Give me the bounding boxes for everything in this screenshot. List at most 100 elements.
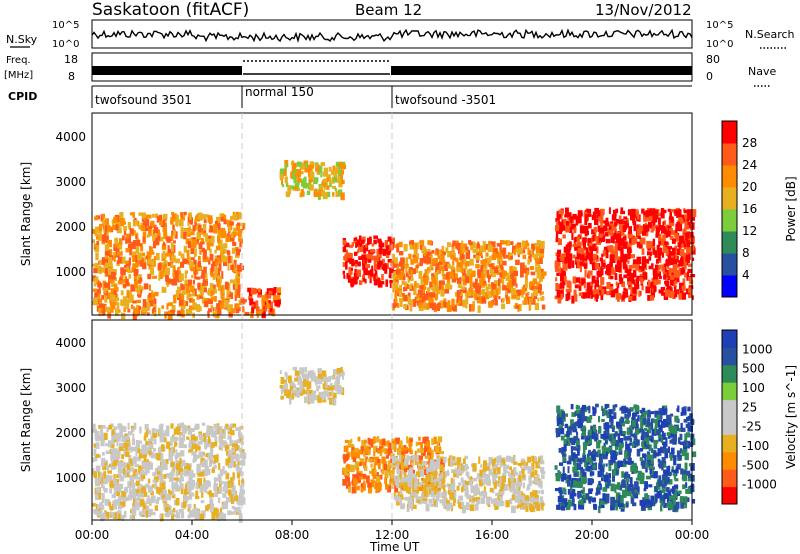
freq-band-right: [391, 66, 692, 75]
velocity-cell: [113, 506, 118, 510]
velocity-cell: [499, 479, 503, 486]
velocity-cell: [139, 478, 144, 482]
power-cell: [232, 214, 238, 220]
power-cell: [561, 220, 565, 227]
power-cell: [185, 285, 190, 291]
power-cell: [418, 296, 422, 301]
velocity-cell: [192, 508, 196, 515]
power-cell: [142, 235, 145, 242]
power-cell: [360, 239, 365, 244]
power-cell: [676, 223, 681, 231]
velocity-cell: [163, 474, 167, 479]
power-cell: [464, 289, 468, 297]
velocity-cell: [302, 386, 305, 391]
power-cell: [196, 276, 201, 280]
power-cell: [578, 244, 581, 250]
power-cell: [557, 249, 562, 258]
velocity-cell: [396, 482, 402, 489]
velocity-cell: [135, 489, 140, 496]
power-cell: [157, 229, 160, 236]
velocity-cell: [433, 436, 437, 445]
velocity-cell: [181, 429, 186, 433]
power-cell: [510, 241, 514, 245]
power-cell: [229, 292, 233, 296]
velocity-cell: [116, 474, 119, 478]
velocity-cell: [381, 456, 386, 464]
velocity-cell: [135, 480, 140, 487]
velocity-cell: [159, 475, 164, 483]
power-cell: [439, 300, 444, 307]
power-cell: [232, 238, 235, 245]
power-cell: [228, 226, 231, 232]
power-cell: [565, 244, 569, 248]
power-cell: [425, 257, 430, 262]
power-cell: [154, 213, 158, 219]
power-cell: [485, 257, 490, 266]
power-cell: [447, 242, 451, 248]
velocity-cell: [103, 471, 107, 479]
power-cell: [441, 268, 445, 277]
power-cell: [540, 296, 545, 301]
power-cell: [476, 296, 480, 300]
power-cell: [613, 289, 618, 293]
power-cell: [112, 252, 117, 256]
power-cell: [136, 299, 141, 304]
power-cell: [123, 227, 127, 236]
power-cell: [108, 282, 111, 290]
velocity-cell: [317, 376, 323, 385]
velocity-cell: [415, 460, 419, 466]
velocity-cell: [506, 455, 511, 462]
power-cell: [588, 242, 593, 247]
power-cell: [617, 294, 620, 302]
power-cell: [159, 236, 164, 242]
power-cell: [173, 297, 177, 304]
power-cell: [359, 244, 364, 253]
velocity-cell: [101, 493, 105, 500]
power-cell: [491, 272, 496, 278]
power-cell: [481, 288, 486, 297]
power-cell: [99, 259, 104, 265]
velocity-cell: [486, 497, 491, 505]
power-cell: [636, 215, 640, 220]
velocity-cell: [459, 463, 463, 472]
power-cell: [530, 281, 535, 287]
power-cell: [248, 291, 253, 297]
velocity-cell: [203, 477, 206, 484]
velocity-cell: [216, 426, 220, 435]
power-cell: [150, 220, 155, 228]
power-cell: [367, 270, 372, 276]
velocity-cell: [611, 410, 615, 415]
power-cell: [213, 228, 218, 234]
power-cell: [538, 252, 544, 257]
power-cell: [209, 254, 214, 261]
power-cell: [632, 287, 637, 294]
velocity-cell: [125, 438, 131, 446]
power-cell: [180, 227, 184, 235]
power-cell: [134, 307, 137, 312]
velocity-cell: [119, 442, 124, 450]
power-cell: [340, 161, 346, 166]
power-cell: [617, 245, 621, 251]
velocity-cell: [377, 483, 382, 491]
velocity-cell: [573, 503, 577, 511]
power-cell: [255, 300, 259, 306]
power-cell: [580, 230, 586, 234]
velocity-cell: [410, 479, 414, 485]
power-cell: [384, 240, 388, 248]
velocity-cell: [158, 424, 164, 430]
power-cell: [534, 285, 539, 290]
power-cell: [635, 263, 641, 271]
velocity-cell: [488, 456, 493, 465]
power-cell: [285, 182, 289, 187]
power-cell: [167, 310, 170, 316]
power-cell: [320, 162, 325, 167]
velocity-cell: [125, 497, 129, 501]
power-cell: [358, 256, 362, 260]
power-cell: [653, 286, 656, 293]
power-cell: [508, 285, 513, 292]
power-cell: [674, 270, 678, 277]
power-cell: [381, 274, 384, 281]
power-cell: [562, 234, 566, 239]
power-cell: [107, 293, 111, 299]
power-cell: [126, 290, 130, 298]
